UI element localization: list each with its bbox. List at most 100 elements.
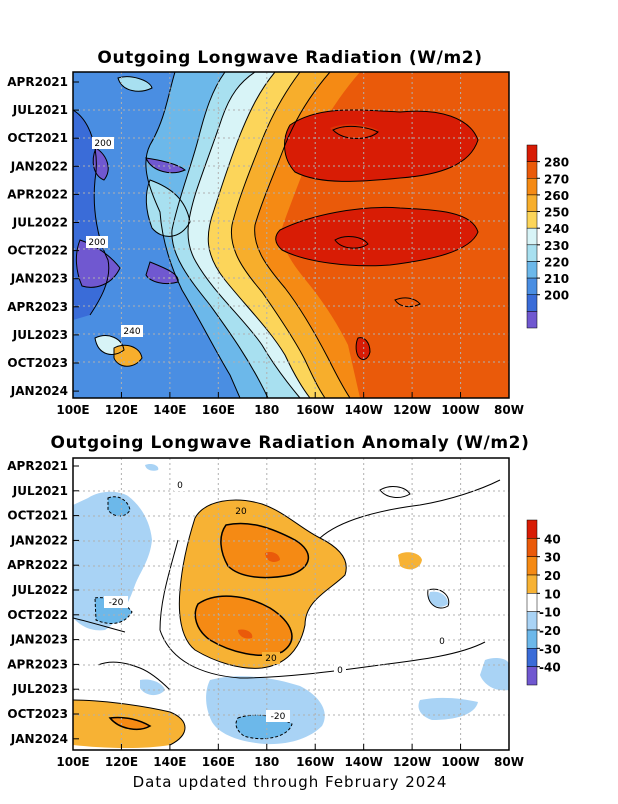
y-tick-label: JUL2023 bbox=[12, 682, 68, 696]
olr-y-ticks: APR2021 JUL2021 OCT2021 JAN2022 APR2022 JUL20… bbox=[7, 75, 79, 398]
contour-label: 20 bbox=[235, 507, 247, 517]
colorbar-swatch bbox=[526, 194, 538, 212]
x-tick-label: 80W bbox=[494, 403, 524, 417]
x-tick-label: 120W bbox=[393, 403, 431, 417]
colorbar-swatch bbox=[526, 574, 538, 594]
x-tick-label: 80W bbox=[494, 755, 524, 769]
y-tick-label: JAN2023 bbox=[10, 272, 68, 286]
colorbar-swatch bbox=[526, 294, 538, 312]
x-tick-label: 140W bbox=[345, 403, 383, 417]
anomaly-field bbox=[73, 458, 509, 750]
colorbar-swatch bbox=[526, 611, 538, 631]
colorbar-swatch bbox=[526, 648, 538, 667]
y-tick-label: OCT2021 bbox=[7, 509, 68, 523]
y-tick-label: JAN2024 bbox=[10, 384, 68, 398]
y-tick-label: OCT2023 bbox=[7, 707, 68, 721]
x-tick-label: 160W bbox=[296, 755, 334, 769]
colorbar-label: 30 bbox=[544, 551, 561, 565]
colorbar-swatch bbox=[526, 277, 538, 295]
y-tick-label: JAN2022 bbox=[10, 159, 68, 173]
x-tick-label: 180 bbox=[254, 755, 279, 769]
olr-x-ticks: 100E 120E 140E 160E 180 160W 140W 120W 100W 80W bbox=[56, 392, 524, 417]
colorbar-label: 280 bbox=[544, 156, 569, 170]
x-tick-label: 160E bbox=[202, 403, 235, 417]
x-tick-label: 100W bbox=[441, 403, 479, 417]
olr-anomaly-panel: Outgoing Longwave Radiation Anomaly (W/m… bbox=[7, 433, 560, 769]
colorbar-label: 20 bbox=[544, 569, 561, 583]
olr-contour-labels: 200 200 240 bbox=[86, 137, 143, 337]
colorbar-swatch bbox=[526, 593, 538, 612]
olr-panel: Outgoing Longwave Radiation (W/m2) bbox=[7, 48, 569, 417]
colorbar-swatch bbox=[526, 311, 538, 329]
colorbar-label: 240 bbox=[544, 222, 569, 236]
x-tick-label: 100E bbox=[56, 403, 89, 417]
y-tick-label: OCT2022 bbox=[7, 608, 68, 622]
y-tick-label: JAN2023 bbox=[10, 633, 68, 647]
y-tick-label: OCT2021 bbox=[7, 131, 68, 145]
olr-gridlines bbox=[73, 72, 509, 398]
y-tick-label: JAN2024 bbox=[10, 732, 68, 746]
colorbar-label: 10 bbox=[544, 587, 561, 601]
contour-label: 200 bbox=[94, 139, 111, 149]
colorbar-label: 270 bbox=[544, 172, 569, 186]
footer-note: Data updated through February 2024 bbox=[133, 773, 448, 791]
olr-field bbox=[73, 72, 509, 398]
colorbar-swatch bbox=[526, 538, 538, 557]
x-tick-label: 180 bbox=[254, 403, 279, 417]
x-tick-label: 100E bbox=[56, 755, 89, 769]
anomaly-plot-frame bbox=[72, 457, 510, 751]
y-tick-label: APR2021 bbox=[7, 75, 68, 89]
x-tick-label: 140E bbox=[153, 755, 186, 769]
x-tick-label: 120E bbox=[105, 755, 138, 769]
olr-title: Outgoing Longwave Radiation (W/m2) bbox=[97, 48, 482, 68]
colorbar-label: -40 bbox=[539, 661, 561, 675]
x-tick-label: 120E bbox=[105, 403, 138, 417]
anomaly-colorbar: 40 30 20 10 -10 -20 -30 -40 bbox=[526, 519, 561, 686]
x-tick-label: 160E bbox=[202, 755, 235, 769]
colorbar-swatch bbox=[526, 629, 538, 649]
colorbar-label: 230 bbox=[544, 239, 569, 253]
colorbar-label: 220 bbox=[544, 255, 569, 269]
colorbar-label: -30 bbox=[539, 642, 561, 656]
contour-label: 20 bbox=[265, 654, 277, 664]
contour-label: 240 bbox=[123, 327, 140, 337]
colorbar-swatch bbox=[526, 666, 538, 686]
olr-plot-frame bbox=[72, 71, 510, 399]
olr-colorbar: 280 270 260 250 240 230 220 210 200 bbox=[526, 144, 569, 329]
colorbar-swatch bbox=[526, 244, 538, 262]
colorbar-swatch bbox=[526, 556, 538, 576]
y-tick-label: JUL2021 bbox=[12, 484, 68, 498]
contour-label: 200 bbox=[88, 238, 105, 248]
contour-label: 0 bbox=[337, 666, 343, 676]
y-tick-label: OCT2022 bbox=[7, 244, 68, 258]
y-tick-label: JUL2022 bbox=[12, 583, 68, 597]
anomaly-title: Outgoing Longwave Radiation Anomaly (W/m… bbox=[51, 433, 530, 453]
x-tick-label: 120W bbox=[393, 755, 431, 769]
colorbar-swatch bbox=[526, 178, 538, 196]
colorbar-label: 250 bbox=[544, 206, 569, 220]
x-tick-label: 140W bbox=[345, 755, 383, 769]
y-tick-label: APR2021 bbox=[7, 459, 68, 473]
y-tick-label: JUL2022 bbox=[12, 216, 68, 230]
colorbar-label: -20 bbox=[539, 624, 561, 638]
x-tick-label: 140E bbox=[153, 403, 186, 417]
contour-label: -20 bbox=[271, 712, 286, 722]
y-tick-label: APR2022 bbox=[7, 558, 68, 572]
y-tick-label: JUL2021 bbox=[12, 103, 68, 117]
contour-label: -20 bbox=[109, 598, 124, 608]
y-tick-label: APR2023 bbox=[7, 657, 68, 671]
colorbar-label: 200 bbox=[544, 289, 569, 303]
colorbar-swatch bbox=[526, 211, 538, 229]
contour-label: 0 bbox=[177, 481, 183, 491]
y-tick-label: APR2023 bbox=[7, 300, 68, 314]
colorbar-label: 260 bbox=[544, 189, 569, 203]
colorbar-swatch bbox=[526, 261, 538, 279]
anomaly-x-ticks: 100E 120E 140E 160E 180 160W 140W 120W 100W 80W bbox=[56, 744, 524, 769]
contour-label: 0 bbox=[439, 637, 445, 647]
colorbar-label: -10 bbox=[539, 606, 561, 620]
x-tick-label: 100W bbox=[441, 755, 479, 769]
anomaly-y-ticks: APR2021 JUL2021 OCT2021 JAN2022 APR2022 JUL20… bbox=[7, 459, 79, 746]
y-tick-label: JUL2023 bbox=[12, 328, 68, 342]
colorbar-swatch bbox=[526, 161, 538, 179]
y-tick-label: JAN2022 bbox=[10, 533, 68, 547]
